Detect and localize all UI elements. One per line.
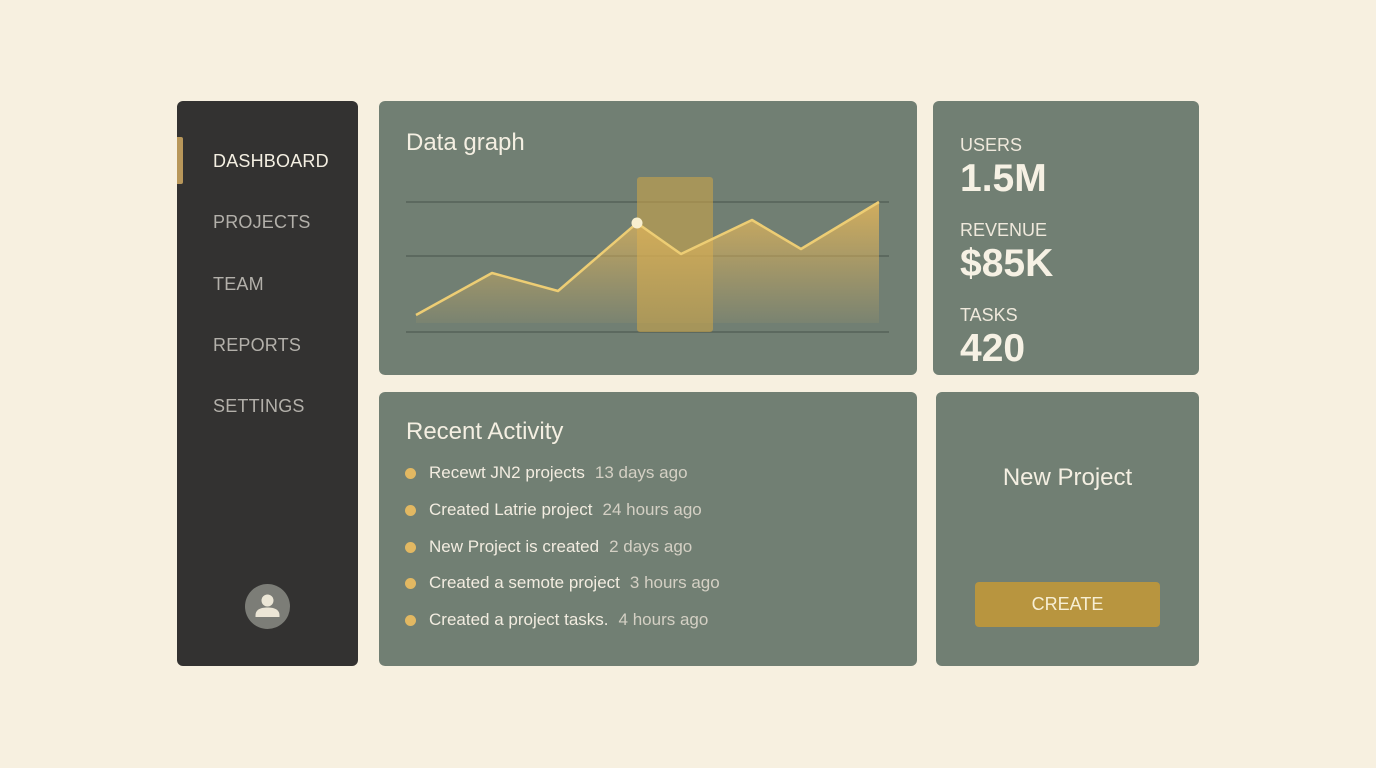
stat-value-tasks: 420 — [960, 327, 1026, 370]
new-project-panel: New Project CREATE — [936, 392, 1199, 666]
sidebar-item-dashboard[interactable]: DASHBOARD — [213, 151, 329, 171]
activity-text: Created Latrie project — [429, 500, 593, 519]
sidebar-item-reports[interactable]: REPORTS — [213, 335, 302, 355]
activity-item[interactable]: Created a project tasks. 4 hours ago — [405, 609, 708, 631]
highlight-point — [631, 217, 643, 229]
create-button[interactable]: CREATE — [975, 582, 1160, 627]
bullet-dot-icon — [405, 614, 416, 626]
stat-label-tasks: TASKS — [960, 305, 1018, 325]
bullet-dot-icon — [405, 541, 416, 553]
activity-item[interactable]: Created Latrie project 24 hours ago — [405, 499, 702, 521]
activity-item[interactable]: New Project is created 2 days ago — [405, 536, 692, 558]
bullet-dot-icon — [405, 467, 416, 479]
activity-item[interactable]: Created a semote project 3 hours ago — [405, 572, 720, 594]
new-project-title: New Project — [1002, 464, 1133, 491]
activity-text: Created a project tasks. — [429, 610, 609, 629]
activity-time: 3 hours ago — [629, 573, 720, 592]
bullet-dot-icon — [405, 577, 416, 589]
activity-title: Recent Activity — [406, 418, 564, 445]
stat-value-users: 1.5M — [960, 157, 1047, 200]
graph-title: Data graph — [406, 129, 525, 156]
sidebar: DASHBOARD PROJECTS TEAM REPORTS SETTINGS — [177, 101, 358, 666]
activity-text: Recewt JN2 projects — [429, 463, 585, 482]
data-line — [415, 200, 880, 317]
stat-label-users: USERS — [960, 135, 1023, 155]
stats-panel: USERS 1.5M REVENUE $85K TASKS 420 — [933, 101, 1199, 375]
stat-label-revenue: REVENUE — [960, 220, 1048, 240]
stat-value-revenue: $85K — [960, 242, 1054, 285]
user-icon — [255, 594, 280, 617]
activity-text: New Project is created — [429, 537, 600, 556]
line-chart — [406, 177, 889, 333]
sidebar-item-projects[interactable]: PROJECTS — [213, 212, 311, 232]
activity-item[interactable]: Recewt JN2 projects 13 days ago — [405, 462, 688, 484]
area-fill — [416, 202, 879, 323]
activity-text: Created a semote project — [429, 573, 620, 592]
activity-time: 4 hours ago — [618, 610, 709, 629]
activity-time: 2 days ago — [609, 537, 693, 556]
sidebar-item-settings[interactable]: SETTINGS — [213, 396, 305, 416]
active-indicator — [177, 137, 183, 184]
sidebar-item-team[interactable]: TEAM — [213, 274, 264, 294]
avatar[interactable] — [245, 584, 290, 629]
bullet-dot-icon — [405, 504, 416, 516]
activity-time: 24 hours ago — [602, 500, 702, 519]
graph-panel: Data graph — [379, 101, 917, 375]
activity-panel: Recent Activity Recewt JN2 projects 13 d… — [379, 392, 917, 666]
activity-time: 13 days ago — [594, 463, 688, 482]
